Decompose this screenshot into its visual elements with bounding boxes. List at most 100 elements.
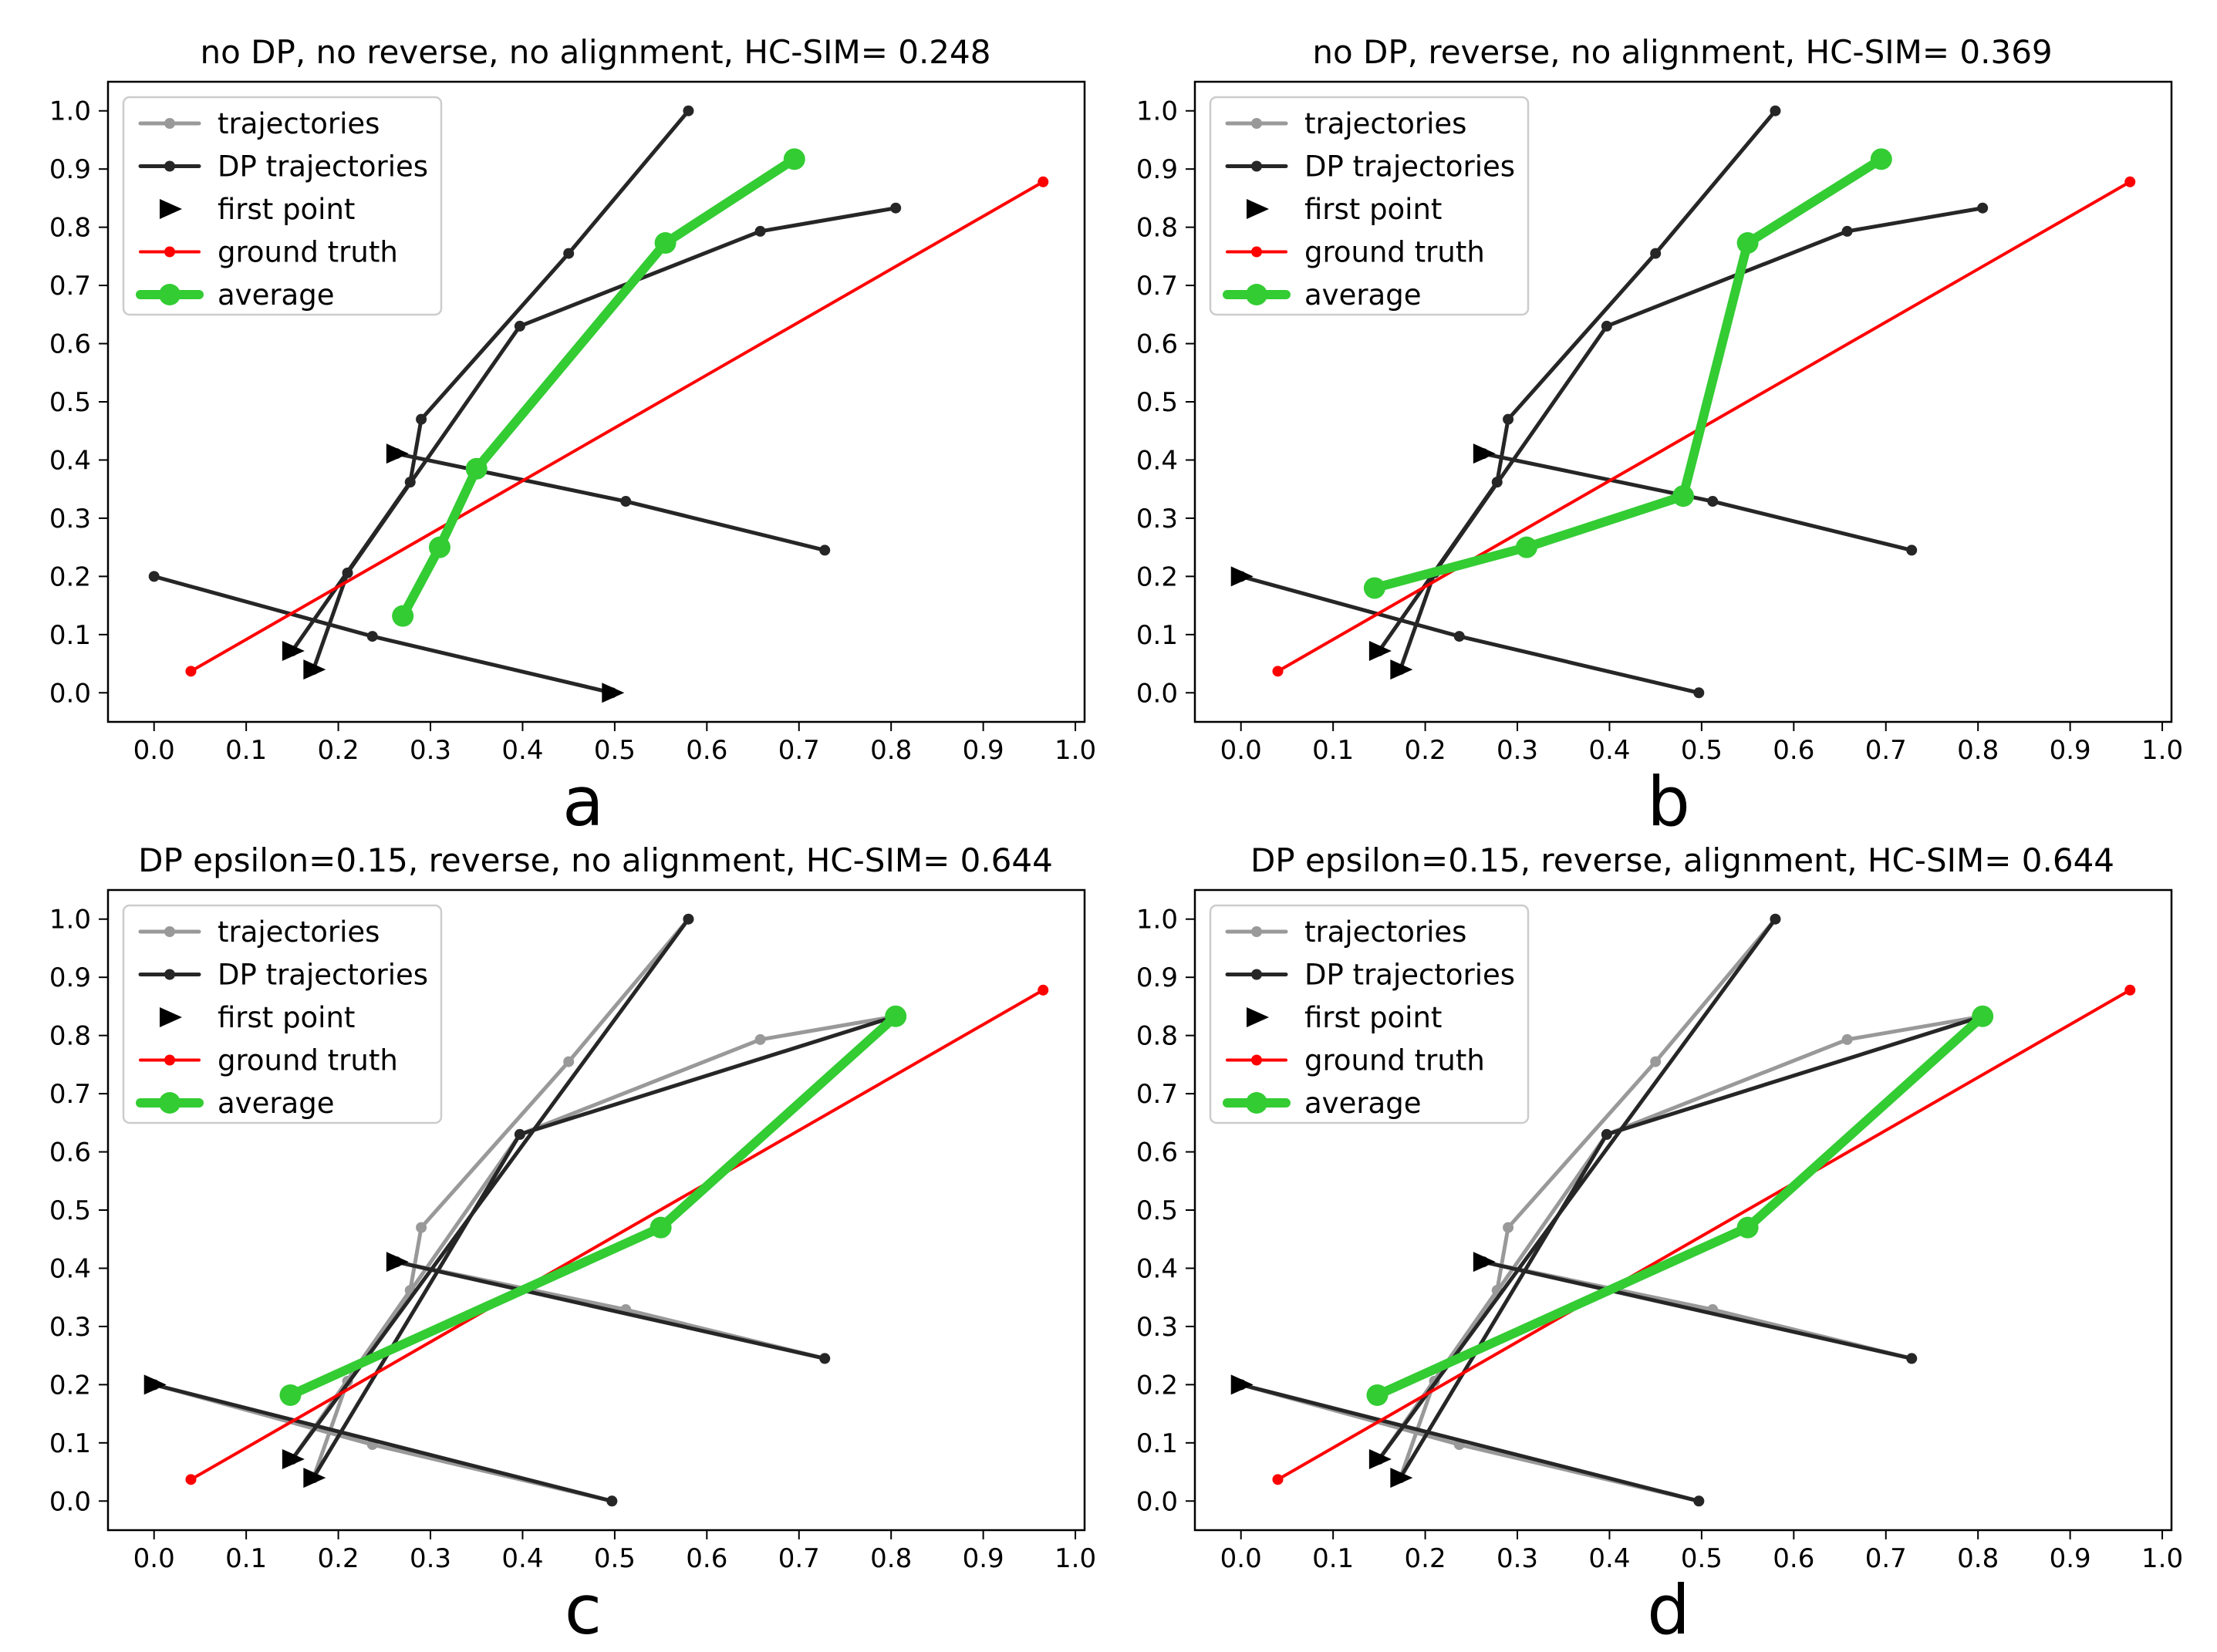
x-tick-label: 0.0 — [1220, 735, 1262, 766]
legend-handle-marker — [164, 969, 175, 980]
y-tick-label: 0.3 — [1136, 1312, 1178, 1343]
average-data-point — [650, 1216, 672, 1239]
y-tick-label: 0.2 — [1136, 1370, 1178, 1401]
legend-entry-label: DP trajectories — [218, 959, 428, 992]
x-tick-label: 0.0 — [133, 1543, 175, 1574]
panel-title: no DP, reverse, no alignment, HC-SIM= 0.… — [1312, 33, 2052, 71]
dp-data-point — [1601, 320, 1612, 332]
legend-entry-label: ground truth — [1304, 1044, 1485, 1077]
legend-handle-marker — [164, 118, 175, 129]
dp-series-line — [394, 1259, 827, 1360]
x-tick-label: 0.8 — [1957, 1543, 1999, 1574]
y-tick-label: 0.3 — [1136, 504, 1178, 534]
y-tick-label: 0.4 — [1136, 445, 1178, 476]
dp-data-point — [563, 248, 575, 259]
legend-handle-marker — [1251, 246, 1262, 258]
first-point-marker — [386, 443, 409, 464]
y-tick-label: 0.1 — [49, 1428, 91, 1459]
legend-handle-marker — [159, 284, 181, 305]
x-tick-label: 0.5 — [1681, 1543, 1723, 1574]
average-data-point — [885, 1005, 907, 1027]
y-tick-label: 0.8 — [1136, 1021, 1178, 1052]
dp-data-point — [1707, 496, 1719, 507]
x-tick-label: 0.4 — [1588, 1543, 1630, 1574]
y-tick-label: 0.7 — [49, 1079, 91, 1110]
y-tick-label: 0.5 — [49, 1195, 91, 1226]
dp-data-point — [1906, 1353, 1918, 1364]
x-tick-label: 0.9 — [963, 735, 1004, 766]
truth-data-point — [1038, 176, 1049, 187]
x-tick-label: 0.1 — [225, 735, 267, 766]
dp-data-point — [890, 202, 902, 214]
y-tick-label: 0.2 — [49, 1370, 91, 1401]
dp-data-point — [620, 496, 632, 507]
x-tick-label: 0.6 — [1773, 1543, 1814, 1574]
y-tick-label: 0.1 — [1136, 620, 1178, 651]
first-point-marker — [160, 199, 182, 219]
legend-entry-label: DP trajectories — [1304, 959, 1515, 992]
x-tick-label: 0.4 — [1588, 735, 1630, 766]
x-tick-label: 0.6 — [1773, 735, 1814, 766]
raw-data-point — [1650, 1056, 1662, 1067]
y-tick-label: 0.7 — [1136, 271, 1178, 302]
y-tick-label: 0.6 — [1136, 1138, 1178, 1168]
truth-series-line — [1276, 988, 2132, 1482]
dp-data-point — [754, 225, 766, 237]
y-tick-label: 0.5 — [1136, 1195, 1178, 1226]
x-tick-label: 0.2 — [318, 1543, 359, 1574]
average-data-point — [428, 536, 450, 558]
legend: trajectories DP trajectories first point gr… — [122, 904, 443, 1124]
legend-entry-label: DP trajectories — [218, 150, 428, 184]
axes-frame — [1193, 80, 2173, 723]
x-tick-label: 0.3 — [1497, 1543, 1538, 1574]
panel-c: DP epsilon=0.15, reverse, no alignment, … — [49, 841, 1096, 1650]
legend-handle-marker — [1246, 1092, 1267, 1114]
dp-data-point — [342, 567, 353, 578]
dp-data-point — [1693, 1495, 1705, 1507]
first-point-marker — [303, 1468, 326, 1488]
panel-label: b — [1647, 762, 1690, 841]
average-data-point — [1736, 232, 1759, 255]
legend-handle-marker — [164, 926, 175, 937]
y-tick-label: 0.0 — [1136, 1486, 1178, 1517]
legend-handle-marker — [164, 1054, 175, 1066]
x-tick-label: 1.0 — [2141, 1543, 2183, 1574]
x-tick-label: 0.1 — [225, 1543, 267, 1574]
dp-data-point — [1601, 1128, 1612, 1140]
y-tick-label: 1.0 — [49, 96, 91, 127]
panel-title: DP epsilon=0.15, reverse, alignment, HC-… — [1250, 841, 2114, 879]
x-tick-label: 1.0 — [1055, 1543, 1096, 1574]
y-tick-label: 0.3 — [49, 1312, 91, 1343]
y-tick-label: 0.9 — [49, 154, 91, 185]
truth-data-point — [185, 1474, 197, 1485]
x-tick-label: 0.5 — [594, 1543, 636, 1574]
legend-handle-marker — [164, 160, 175, 172]
plot-area: 0.0 0.1 0.2 0.3 0.4 0.5 0.6 0.7 0.8 0.9 1.0 0.0 0.1 0… — [49, 80, 1096, 766]
x-tick-label: 0.7 — [1865, 1543, 1907, 1574]
legend-handle-marker — [1251, 118, 1262, 129]
panel-title: DP epsilon=0.15, reverse, no alignment, … — [138, 841, 1053, 879]
first-point-marker — [1247, 199, 1269, 219]
panel-title: no DP, no reverse, no alignment, HC-SIM=… — [201, 33, 991, 71]
dp-data-point — [1650, 248, 1662, 259]
average-data-point — [1672, 485, 1694, 507]
dp-data-point — [819, 1353, 831, 1364]
dp-data-point — [606, 1495, 618, 1507]
first-point-marker — [1368, 1448, 1392, 1469]
y-tick-label: 0.8 — [49, 213, 91, 244]
dp-data-point — [1906, 544, 1918, 556]
x-tick-label: 0.7 — [778, 735, 820, 766]
legend-handle-marker — [1251, 160, 1262, 172]
dp-data-point — [148, 571, 160, 582]
raw-data-point — [1841, 1033, 1853, 1045]
x-tick-label: 0.5 — [1681, 735, 1723, 766]
data-layer — [143, 913, 1049, 1507]
legend-entry-label: average — [1304, 1087, 1421, 1120]
legend: trajectories DP trajectories first point gr… — [1209, 96, 1530, 316]
legend-entry-label: trajectories — [1304, 107, 1466, 140]
y-tick-label: 0.6 — [49, 1138, 91, 1168]
legend-entry-label: ground truth — [218, 1044, 398, 1077]
y-tick-label: 0.8 — [1136, 213, 1178, 244]
data-layer — [1230, 913, 2136, 1507]
